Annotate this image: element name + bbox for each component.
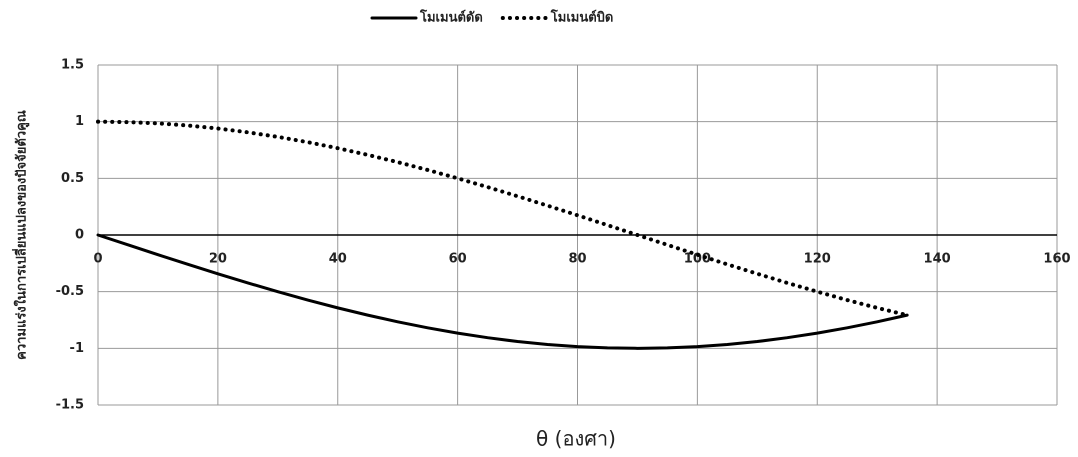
x-axis-label: θ (องศา) (536, 427, 616, 451)
y-tick-label: -1.5 (56, 398, 84, 413)
y-tick-label: 1 (75, 114, 84, 129)
x-tick-label: 120 (804, 252, 831, 267)
x-tick-label: 20 (209, 252, 227, 267)
x-tick-label: 80 (568, 252, 586, 267)
y-tick-label: 1.5 (61, 58, 84, 73)
x-tick-label: 60 (449, 252, 467, 267)
x-tick-label: 0 (93, 252, 102, 267)
x-tick-label: 40 (329, 252, 347, 267)
y-tick-label: -0.5 (56, 284, 84, 299)
y-tick-label: -1 (70, 341, 84, 356)
legend-label: โมเมนต์ดัด (419, 9, 483, 26)
y-tick-label: 0 (75, 228, 84, 243)
series-line (98, 122, 907, 315)
legend-label: โมเมนต์บิด (550, 9, 614, 26)
x-tick-label: 140 (924, 252, 951, 267)
x-tick-label: 160 (1043, 252, 1070, 267)
chart: θ (องศา) ความแร่งในการเปลี่ยนแปลงของปัจจ… (0, 0, 1078, 457)
y-tick-label: 0.5 (61, 171, 84, 186)
y-axis-label: ความแร่งในการเปลี่ยนแปลงของปัจจัยตัวคูณ (12, 110, 30, 360)
